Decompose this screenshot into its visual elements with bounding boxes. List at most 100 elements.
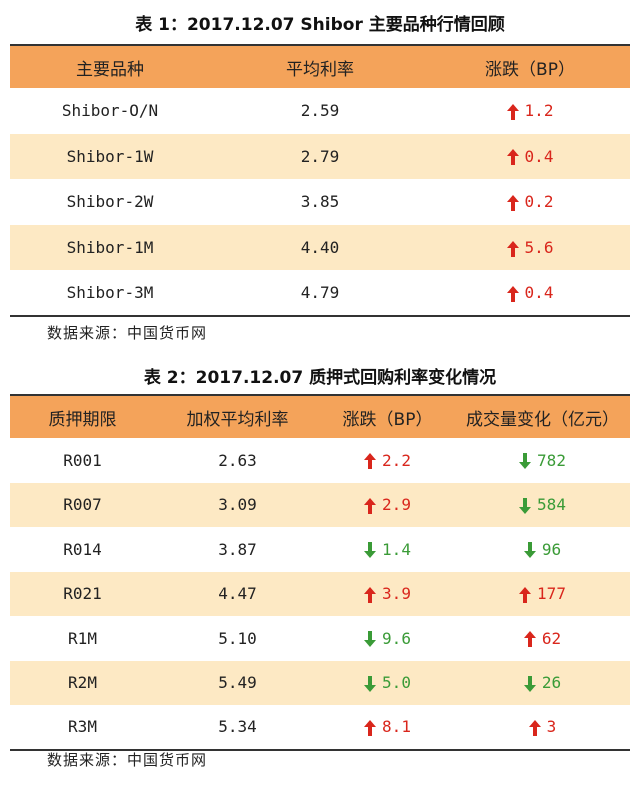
term: R1M — [10, 616, 155, 661]
rate-change-value: 0.2 — [524, 192, 554, 212]
rate-change-value: 9.6 — [382, 628, 411, 648]
arrow-up-icon — [506, 149, 519, 166]
weighted-rate: 5.49 — [155, 660, 320, 705]
term: R3M — [10, 705, 155, 750]
arrow-up-icon — [506, 240, 519, 257]
term-value: R021 — [63, 584, 102, 604]
shibor-table: 主要品种 平均利率 涨跌（BP） Shibor-O/N 2.59 1.2 Shibor… — [10, 44, 630, 317]
product-name: Shibor-1M — [10, 224, 210, 271]
table2-source: 数据来源：中国货币网 — [47, 751, 208, 769]
table1-source: 数据来源：中国货币网 — [47, 324, 208, 342]
table-row: Shibor-2W 3.85 0.2 — [10, 179, 630, 225]
volume-change-value: 782 — [537, 450, 566, 470]
term-value: R007 — [63, 495, 102, 515]
arrow-down-icon — [364, 631, 377, 648]
weighted-rate-value: 3.87 — [218, 539, 257, 559]
rate-change: 5.6 — [430, 224, 630, 271]
term: R021 — [10, 571, 155, 616]
product-name: Shibor-2W — [10, 179, 210, 225]
rate-change-value: 1.4 — [382, 539, 411, 559]
weighted-rate-value: 5.49 — [218, 673, 257, 693]
avg-rate: 2.79 — [210, 133, 430, 180]
rate-change-value: 5.6 — [524, 238, 554, 258]
term-value: R2M — [68, 673, 97, 693]
arrow-up-icon — [519, 586, 532, 603]
arrow-down-icon — [364, 542, 377, 559]
weighted-rate: 2.63 — [155, 438, 320, 483]
arrow-up-icon — [523, 631, 536, 648]
rate-change-value: 3.9 — [382, 584, 411, 604]
avg-rate-value: 2.79 — [300, 146, 340, 166]
weighted-rate-value: 3.09 — [218, 495, 257, 515]
weighted-rate-value: 4.47 — [218, 584, 257, 604]
rate-change-value: 2.9 — [382, 495, 411, 515]
avg-rate: 2.59 — [210, 88, 430, 134]
term: R2M — [10, 660, 155, 705]
arrow-down-icon — [364, 675, 377, 692]
arrow-up-icon — [506, 194, 519, 211]
arrow-down-icon — [519, 453, 532, 470]
term: R007 — [10, 482, 155, 527]
repo-table: 质押期限 加权平均利率 涨跌（BP） 成交量变化（亿元） R001 2.63 2.2… — [10, 394, 630, 751]
volume-change: 96 — [455, 527, 630, 572]
header-avg-rate: 平均利率 — [210, 45, 430, 88]
weighted-rate: 5.10 — [155, 616, 320, 661]
product-name-value: Shibor-O/N — [61, 101, 159, 121]
weighted-rate-value: 5.10 — [218, 628, 257, 648]
arrow-up-icon — [506, 103, 519, 120]
rate-change: 1.2 — [430, 88, 630, 134]
table-row: R001 2.63 2.2 782 — [10, 438, 630, 483]
table2-title: 表 2：2017.12.07 质押式回购利率变化情况 — [143, 368, 497, 388]
weighted-rate: 3.87 — [155, 527, 320, 572]
product-name-value: Shibor-1W — [66, 146, 154, 166]
header-product: 主要品种 — [10, 45, 210, 88]
avg-rate-value: 4.40 — [300, 238, 340, 258]
rate-change-value: 2.2 — [382, 450, 411, 470]
volume-change-value: 26 — [541, 673, 562, 693]
arrow-down-icon — [523, 675, 536, 692]
rate-change: 9.6 — [320, 616, 455, 661]
term: R001 — [10, 438, 155, 483]
table-row: R021 4.47 3.9 177 — [10, 571, 630, 616]
table-row: R3M 5.34 8.1 3 — [10, 705, 630, 750]
avg-rate: 4.40 — [210, 224, 430, 271]
avg-rate: 3.85 — [210, 179, 430, 225]
header-term: 质押期限 — [10, 395, 155, 438]
product-name-value: Shibor-1M — [66, 238, 154, 258]
arrow-up-icon — [364, 453, 377, 470]
weighted-rate-value: 5.34 — [218, 717, 257, 737]
volume-change-value: 177 — [537, 584, 566, 604]
header-change: 涨跌（BP） — [320, 395, 455, 438]
table-row: R1M 5.10 9.6 62 — [10, 616, 630, 661]
volume-change-value: 3 — [546, 717, 557, 737]
arrow-up-icon — [506, 285, 519, 302]
volume-change-value: 584 — [537, 495, 566, 515]
product-name: Shibor-O/N — [10, 88, 210, 134]
table-row: Shibor-3M 4.79 0.4 — [10, 270, 630, 316]
volume-change: 782 — [455, 438, 630, 483]
rate-change-value: 0.4 — [524, 146, 554, 166]
weighted-rate: 5.34 — [155, 705, 320, 750]
arrow-up-icon — [528, 719, 541, 736]
arrow-down-icon — [523, 542, 536, 559]
table-row: R014 3.87 1.4 96 — [10, 527, 630, 572]
rate-change-value: 0.4 — [524, 283, 554, 303]
header-weighted-rate: 加权平均利率 — [155, 395, 320, 438]
table-row: Shibor-1M 4.40 5.6 — [10, 224, 630, 271]
rate-change-value: 5.0 — [382, 673, 411, 693]
table-row: R007 3.09 2.9 584 — [10, 482, 630, 527]
rate-change-value: 1.2 — [524, 101, 554, 121]
rate-change: 0.4 — [430, 133, 630, 180]
term-value: R3M — [68, 717, 97, 737]
volume-change: 177 — [455, 571, 630, 616]
weighted-rate-value: 2.63 — [218, 450, 257, 470]
product-name-value: Shibor-2W — [66, 192, 154, 212]
term-value: R014 — [63, 539, 102, 559]
volume-change: 3 — [455, 705, 630, 750]
rate-change: 1.4 — [320, 527, 455, 572]
table-row: Shibor-1W 2.79 0.4 — [10, 133, 630, 180]
header-change: 涨跌（BP） — [430, 45, 630, 88]
arrow-up-icon — [364, 586, 377, 603]
table-row: R2M 5.49 5.0 26 — [10, 660, 630, 705]
rate-change: 8.1 — [320, 705, 455, 750]
